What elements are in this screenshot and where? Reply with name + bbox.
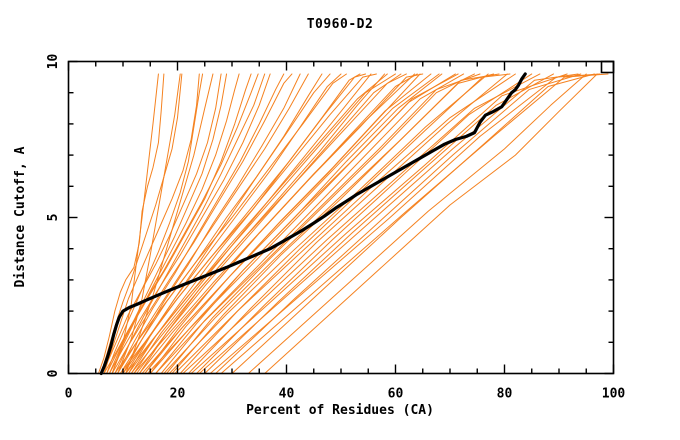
model-curve [114,73,266,374]
model-curve [209,73,601,374]
model-curve [125,73,396,374]
x-tick-label: 40 [279,387,295,402]
model-curve [264,73,598,374]
model-curve [119,73,331,374]
model-curve [122,73,301,374]
curves-layer [97,72,609,376]
x-tick-label: 80 [497,387,513,402]
x-tick-label: 60 [388,387,404,402]
y-tick-label: 5 [46,214,61,222]
model-curve [111,73,159,374]
reference-curve [99,72,527,376]
model-curve [187,73,508,374]
model-curve [163,73,500,374]
y-tick-label: 0 [46,369,61,377]
model-curve [106,73,204,374]
model-curve [133,73,416,374]
model-curve [215,73,582,374]
model-curve [196,73,533,374]
model-curve [198,73,579,374]
axis-ticks [67,60,615,375]
model-curve [106,73,252,374]
model-curve [247,73,587,374]
model-curve [166,73,476,374]
chart-title: T0960-D2 [306,17,374,32]
x-tick-label: 100 [602,387,626,402]
x-axis-label: Percent of Residues (CA) [246,403,434,418]
model-curve [147,73,459,374]
y-axis-label: Distance Cutoff, A [13,146,28,287]
model-curve [108,73,271,374]
model-curve [155,73,481,374]
model-curve [108,73,228,374]
model-curve [168,73,489,374]
x-tick-label: 0 [65,387,73,402]
model-curve [111,73,240,374]
x-tick-label: 20 [170,387,186,402]
model-curve [114,73,347,374]
model-curve [174,73,516,374]
model-curve [122,73,367,374]
model-curve [103,73,200,374]
model-curve [97,73,165,374]
model-curve [136,73,402,374]
frame-corner-notch [600,60,615,74]
axis-tick-labels: 0 20 40 60 80 100 0 5 10 [46,54,625,402]
model-curve [133,73,372,374]
model-curve [117,73,181,374]
y-tick-label: 10 [46,54,61,70]
model-curve [141,73,440,374]
model-curve [182,73,541,374]
model-curve [125,73,342,374]
model-curve [100,73,222,374]
model-curve [125,73,214,374]
model-curve [111,73,293,374]
model-curve [231,73,595,374]
model-curve [130,73,361,374]
model-curve [220,73,609,374]
model-curve [119,73,377,374]
model-curve [130,73,407,374]
model-curve [127,73,323,374]
model-curve [117,73,309,374]
